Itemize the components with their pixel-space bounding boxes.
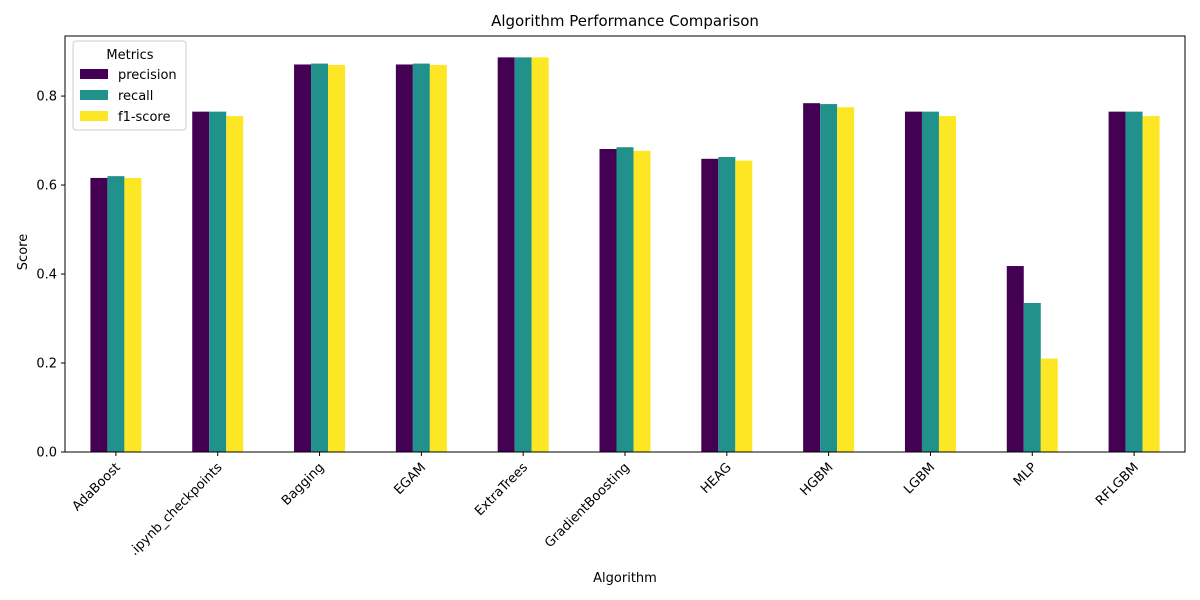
x-tick-label: .ipynb_checkpoints bbox=[127, 460, 226, 559]
legend-label-f1-score: f1-score bbox=[118, 110, 170, 125]
bar-recall-.ipynb_checkpoints bbox=[209, 111, 227, 453]
bar-precision-GradientBoosting bbox=[599, 149, 617, 452]
y-tick-label: 0.6 bbox=[36, 179, 57, 194]
y-axis: 0.0 0.2 0.4 0.6 0.8 bbox=[36, 90, 65, 461]
y-tick-label: 0.8 bbox=[36, 90, 57, 105]
bar-precision-AdaBoost bbox=[90, 177, 108, 452]
bar-f1-score-EGAM bbox=[429, 64, 447, 452]
y-tick-label: 0.2 bbox=[36, 357, 57, 372]
bar-precision-HEAG bbox=[701, 158, 719, 453]
bar-recall-GradientBoosting bbox=[616, 147, 634, 452]
x-tick-label: HEAG bbox=[698, 460, 735, 497]
bar-precision-RFLGBM bbox=[1108, 111, 1126, 453]
bar-precision-ExtraTrees bbox=[497, 57, 515, 453]
bar-f1-score-ExtraTrees bbox=[531, 57, 549, 453]
bar-precision-HGBM bbox=[803, 103, 821, 452]
bar-f1-score-GradientBoosting bbox=[633, 150, 651, 452]
bar-f1-score-HGBM bbox=[837, 107, 855, 452]
bar-precision-Bagging bbox=[294, 64, 312, 453]
chart-title: Algorithm Performance Comparison bbox=[491, 12, 759, 30]
bar-f1-score-RFLGBM bbox=[1142, 116, 1160, 452]
bar-precision-LGBM bbox=[904, 111, 922, 453]
bar-recall-Bagging bbox=[311, 63, 329, 453]
legend-swatch-precision bbox=[80, 69, 108, 79]
x-tick-label: RFLGBM bbox=[1093, 460, 1142, 509]
bar-recall-MLP bbox=[1023, 302, 1041, 452]
x-tick-label: GradientBoosting bbox=[542, 460, 633, 551]
bar-recall-LGBM bbox=[921, 111, 939, 453]
bar-precision-EGAM bbox=[395, 64, 413, 453]
bar-recall-HEAG bbox=[718, 157, 736, 452]
legend-label-recall: recall bbox=[118, 89, 153, 104]
bar-f1-score-MLP bbox=[1040, 358, 1058, 452]
bar-recall-AdaBoost bbox=[107, 176, 125, 453]
bar-precision-.ipynb_checkpoints bbox=[192, 111, 210, 453]
plot-area bbox=[90, 57, 1160, 453]
y-tick-label: 0.0 bbox=[36, 446, 57, 461]
x-tick-label: HGBM bbox=[798, 460, 837, 499]
legend: Metrics precision recall f1-score bbox=[72, 40, 187, 131]
bar-f1-score-.ipynb_checkpoints bbox=[226, 116, 244, 452]
legend-swatch-recall bbox=[80, 90, 108, 100]
x-axis-label: Algorithm bbox=[593, 571, 657, 586]
x-tick-label: LGBM bbox=[901, 460, 938, 497]
legend-frame bbox=[72, 40, 187, 131]
bar-f1-score-HEAG bbox=[735, 160, 753, 452]
bar-recall-HGBM bbox=[820, 104, 838, 452]
bar-precision-MLP bbox=[1006, 266, 1024, 452]
y-tick-label: 0.4 bbox=[36, 268, 57, 283]
bar-recall-ExtraTrees bbox=[514, 57, 532, 453]
legend-label-precision: precision bbox=[118, 68, 177, 83]
bar-f1-score-AdaBoost bbox=[124, 177, 142, 452]
x-tick-label: AdaBoost bbox=[70, 460, 124, 514]
legend-title: Metrics bbox=[106, 48, 153, 63]
bar-f1-score-Bagging bbox=[328, 64, 346, 452]
x-tick-label: EGAM bbox=[391, 460, 429, 498]
bar-recall-EGAM bbox=[412, 63, 430, 453]
bar-recall-RFLGBM bbox=[1125, 111, 1143, 453]
x-axis: AdaBoost .ipynb_checkpoints Bagging EGAM Ext… bbox=[70, 452, 1142, 559]
bar-f1-score-LGBM bbox=[938, 116, 956, 452]
x-tick-label: Bagging bbox=[279, 460, 327, 508]
y-axis-label: Score bbox=[16, 234, 31, 270]
x-tick-label: ExtraTrees bbox=[472, 460, 531, 519]
x-tick-label: MLP bbox=[1011, 460, 1040, 489]
legend-swatch-f1-score bbox=[80, 111, 108, 121]
